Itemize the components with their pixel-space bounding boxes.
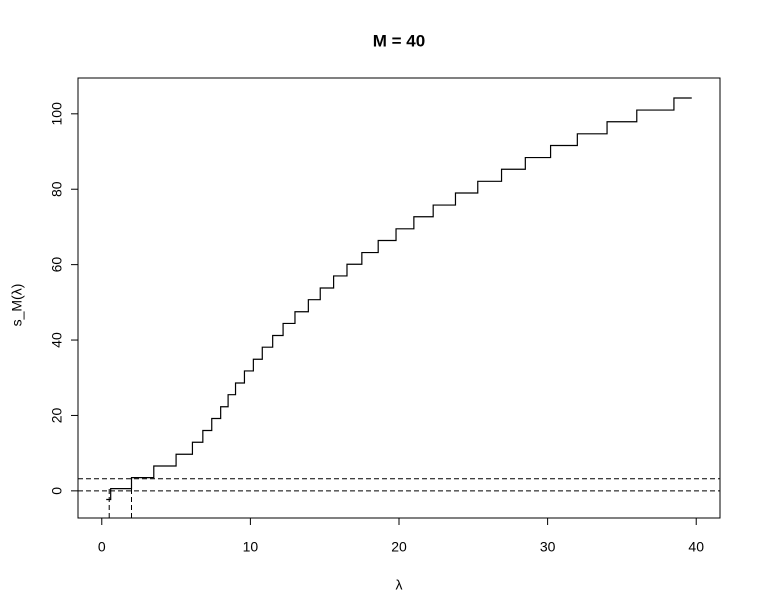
x-tick-label: 10 — [243, 539, 259, 555]
chart-title: M = 40 — [373, 31, 425, 50]
y-tick-label: 60 — [49, 257, 65, 273]
y-tick-label: 0 — [49, 487, 65, 495]
y-tick-label: 100 — [49, 102, 65, 126]
x-tick-label: 0 — [98, 539, 106, 555]
y-tick-label: 20 — [49, 407, 65, 423]
step-line — [106, 97, 692, 501]
plot-frame — [77, 77, 721, 519]
y-axis-label: s_M(λ) — [9, 284, 25, 327]
y-tick-label: 40 — [49, 332, 65, 348]
y-tick-label: 80 — [49, 181, 65, 197]
x-tick-label: 30 — [540, 539, 556, 555]
x-axis-label: λ — [396, 577, 403, 593]
x-tick-label: 20 — [391, 539, 407, 555]
x-tick-label: 40 — [688, 539, 704, 555]
